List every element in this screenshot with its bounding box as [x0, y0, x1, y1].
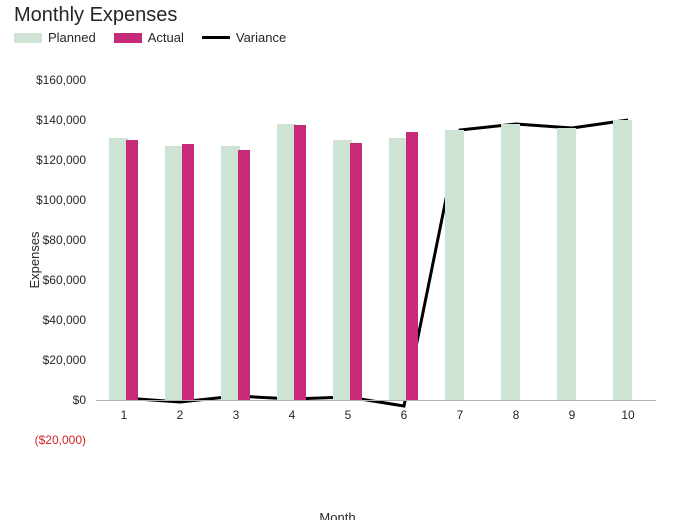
- y-tick-label: $160,000: [36, 73, 86, 87]
- y-tick-label: $20,000: [43, 353, 86, 367]
- chart-title: Monthly Expenses: [14, 4, 177, 27]
- x-tick-label: 6: [401, 408, 408, 422]
- legend-swatch-actual: [114, 33, 142, 43]
- planned-bar: [557, 128, 576, 400]
- legend-label-variance: Variance: [236, 30, 286, 45]
- legend-swatch-planned: [14, 33, 42, 43]
- actual-bar: [126, 140, 138, 400]
- legend-swatch-variance: [202, 36, 230, 39]
- actual-bar: [406, 132, 418, 400]
- x-tick-label: 10: [621, 408, 634, 422]
- x-tick-label: 9: [569, 408, 576, 422]
- y-tick-label: $100,000: [36, 193, 86, 207]
- x-tick-label: 8: [513, 408, 520, 422]
- variance-line: [124, 120, 628, 406]
- legend-label-actual: Actual: [148, 30, 184, 45]
- y-tick-label: $120,000: [36, 153, 86, 167]
- planned-bar: [501, 124, 520, 400]
- x-axis-line: [96, 400, 656, 401]
- y-tick-label: $60,000: [43, 273, 86, 287]
- y-tick-label: $0: [73, 393, 86, 407]
- x-tick-label: 3: [233, 408, 240, 422]
- actual-bar: [238, 150, 250, 400]
- legend-item-variance: Variance: [202, 30, 286, 45]
- y-axis-title: Expenses: [27, 231, 42, 288]
- actual-bar: [294, 125, 306, 400]
- plot-area: ($20,000)$0$20,000$40,000$60,000$80,000$…: [96, 80, 656, 440]
- x-tick-label: 1: [121, 408, 128, 422]
- x-axis-title: Month: [319, 510, 355, 520]
- y-tick-label: $80,000: [43, 233, 86, 247]
- y-tick-label: ($20,000): [35, 433, 86, 447]
- y-tick-label: $40,000: [43, 313, 86, 327]
- x-tick-label: 7: [457, 408, 464, 422]
- actual-bar: [350, 143, 362, 400]
- legend-item-planned: Planned: [14, 30, 96, 45]
- x-tick-label: 5: [345, 408, 352, 422]
- planned-bar: [445, 130, 464, 400]
- actual-bar: [182, 144, 194, 400]
- planned-bar: [613, 120, 632, 400]
- x-tick-label: 4: [289, 408, 296, 422]
- monthly-expenses-chart: Monthly Expenses Planned Actual Variance…: [0, 0, 675, 520]
- chart-legend: Planned Actual Variance: [14, 30, 286, 45]
- legend-item-actual: Actual: [114, 30, 184, 45]
- y-tick-label: $140,000: [36, 113, 86, 127]
- x-tick-label: 2: [177, 408, 184, 422]
- legend-label-planned: Planned: [48, 30, 96, 45]
